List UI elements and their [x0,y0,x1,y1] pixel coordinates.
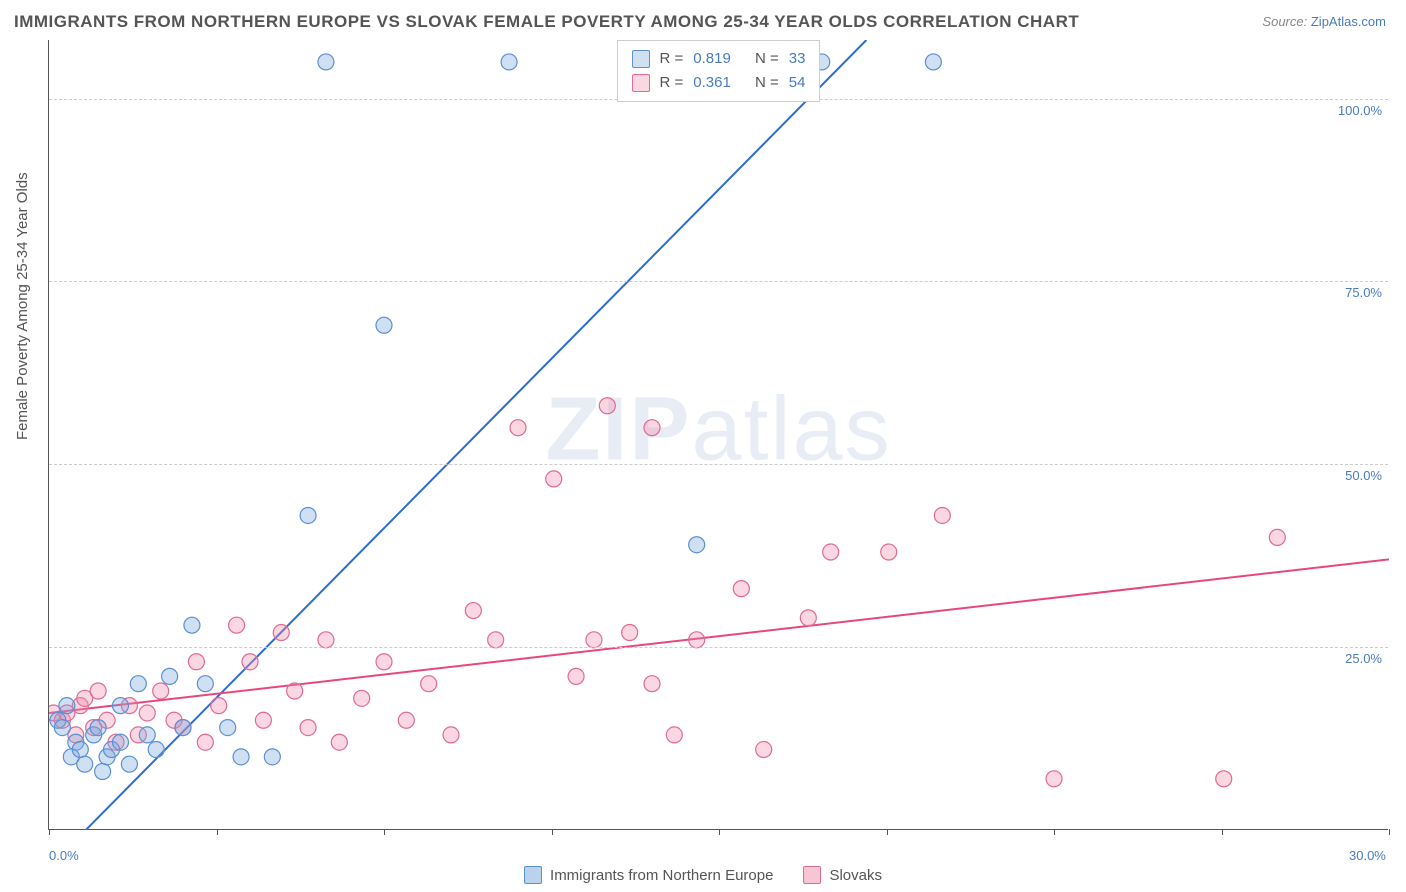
y-tick-label: 75.0% [1345,285,1382,300]
x-tick-label: 30.0% [1349,848,1386,863]
source-label: Source: [1262,14,1307,29]
legend-row: R = 0.361 N = 54 [632,71,806,95]
swatch-icon [632,50,650,68]
r-value: 0.361 [693,71,731,95]
y-axis-title: Female Poverty Among 25-34 Year Olds [14,172,31,440]
n-label: N = [755,71,779,95]
r-label: R = [660,71,684,95]
x-tick-label: 0.0% [49,848,79,863]
chart-title: IMMIGRANTS FROM NORTHERN EUROPE VS SLOVA… [14,12,1079,32]
y-tick-label: 50.0% [1345,468,1382,483]
legend-series: Immigrants from Northern Europe Slovaks [524,866,882,884]
legend-label: Immigrants from Northern Europe [550,867,773,884]
legend-row: R = 0.819 N = 33 [632,47,806,71]
swatch-icon [632,74,650,92]
source-link[interactable]: ZipAtlas.com [1311,14,1386,29]
legend-correlation: R = 0.819 N = 33 R = 0.361 N = 54 [617,40,821,102]
legend-label: Slovaks [829,867,882,884]
n-value: 33 [789,47,806,71]
plot-area: ZIPatlas R = 0.819 N = 33 R = 0.361 N = … [48,40,1388,830]
legend-item: Slovaks [803,866,882,884]
swatch-icon [803,866,821,884]
r-label: R = [660,47,684,71]
r-value: 0.819 [693,47,731,71]
source-attribution: Source: ZipAtlas.com [1262,14,1386,29]
n-value: 54 [789,71,806,95]
swatch-icon [524,866,542,884]
legend-item: Immigrants from Northern Europe [524,866,773,884]
n-label: N = [755,47,779,71]
y-tick-label: 100.0% [1338,103,1382,118]
chart-svg [49,40,1388,829]
y-tick-label: 25.0% [1345,651,1382,666]
